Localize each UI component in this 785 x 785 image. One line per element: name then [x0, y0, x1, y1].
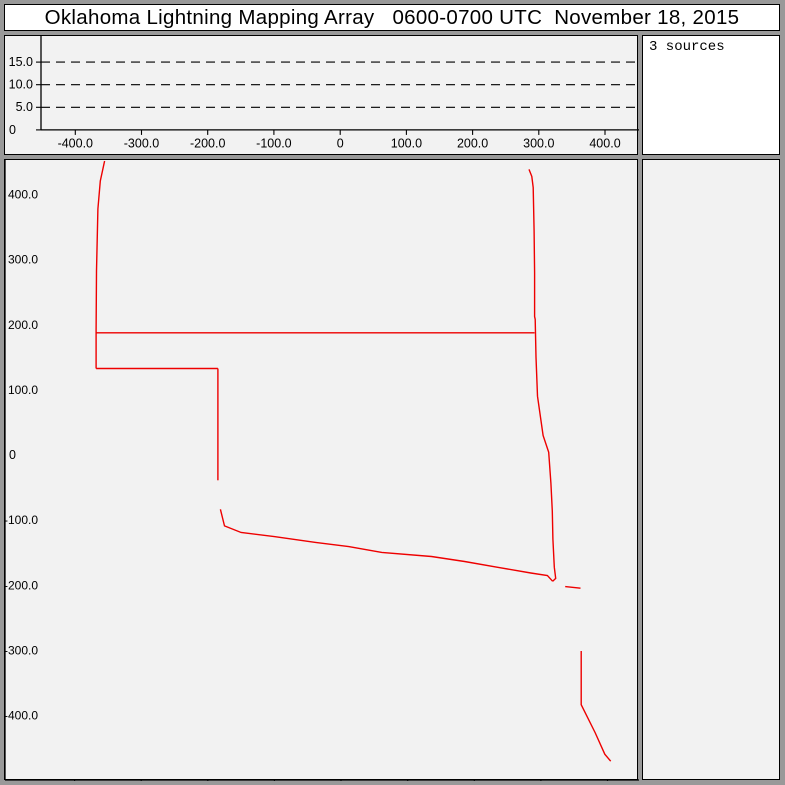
svg-text:400.0: 400.0 [8, 188, 38, 202]
svg-text:-300.0: -300.0 [5, 644, 38, 658]
svg-text:200.0: 200.0 [8, 318, 38, 332]
svg-text:-400.0: -400.0 [58, 137, 93, 151]
svg-text:0: 0 [9, 448, 16, 462]
svg-text:300.0: 300.0 [8, 253, 38, 267]
svg-text:-300.0: -300.0 [124, 137, 159, 151]
svg-text:-100.0: -100.0 [5, 513, 38, 527]
svg-text:100.0: 100.0 [391, 137, 422, 151]
svg-text:400.0: 400.0 [589, 137, 620, 151]
svg-text:200.0: 200.0 [457, 137, 488, 151]
svg-text:-200.0: -200.0 [190, 137, 225, 151]
svg-text:0: 0 [9, 123, 16, 137]
svg-text:10.0: 10.0 [9, 78, 33, 92]
svg-text:5.0: 5.0 [16, 100, 33, 114]
svg-text:0: 0 [337, 137, 344, 151]
svg-text:300.0: 300.0 [523, 137, 554, 151]
svg-text:15.0: 15.0 [9, 55, 33, 69]
svg-text:-200.0: -200.0 [5, 578, 38, 592]
svg-text:-100.0: -100.0 [256, 137, 291, 151]
svg-text:100.0: 100.0 [8, 383, 38, 397]
svg-text:-400.0: -400.0 [5, 709, 38, 723]
